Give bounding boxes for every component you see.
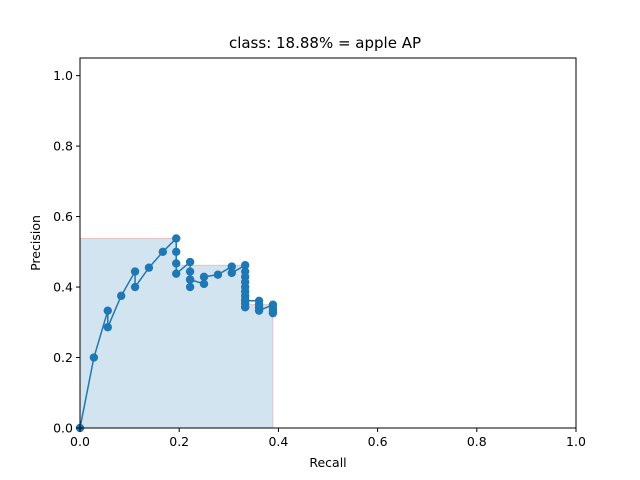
data-point [227,268,236,278]
x-tick-label: 0.2 [169,434,189,449]
data-point [227,262,236,271]
data-point [172,259,181,268]
x-tick-label: 0.0 [70,434,90,449]
data-point [130,267,140,276]
y-tick-label: 0.4 [53,280,73,295]
y-tick-label: 0.6 [53,209,73,224]
x-tick-label: 0.8 [467,434,487,449]
axes-frame [79,57,577,429]
data-point [240,296,250,305]
data-point [199,272,209,282]
data-point [185,282,195,292]
x-tick-label: 0.4 [268,434,288,449]
data-point [172,247,181,257]
data-point [172,234,181,243]
y-axis: 0.0 0.2 0.4 0.6 0.8 1.0 [53,68,80,436]
data-point [89,353,99,362]
data-point [185,275,195,284]
data-point [116,291,126,301]
x-axis-label: Recall [309,455,346,470]
y-tick-label: 1.0 [53,68,73,83]
data-point [158,247,168,257]
data-point [130,282,140,292]
data-point [199,279,209,289]
data-point [172,269,181,278]
plot-area [75,234,278,433]
data-point [103,323,112,332]
data-point [213,270,223,279]
x-tick-label: 1.0 [566,434,586,449]
data-point [103,306,112,315]
y-tick-label: 0.8 [53,139,73,154]
y-axis-label: Precision [28,215,43,271]
chart-title: class: 18.88% = apple AP [229,34,421,52]
data-point [240,261,250,270]
x-tick-label: 0.6 [368,434,388,449]
data-point [185,267,195,276]
data-point [268,308,278,318]
x-axis: 0.0 0.2 0.4 0.6 0.8 1.0 [70,428,586,449]
y-tick-label: 0.0 [53,421,73,436]
y-tick-label: 0.2 [53,350,73,365]
data-point [185,257,195,267]
data-point [144,263,154,272]
data-point [254,306,264,315]
data-point [240,302,250,312]
